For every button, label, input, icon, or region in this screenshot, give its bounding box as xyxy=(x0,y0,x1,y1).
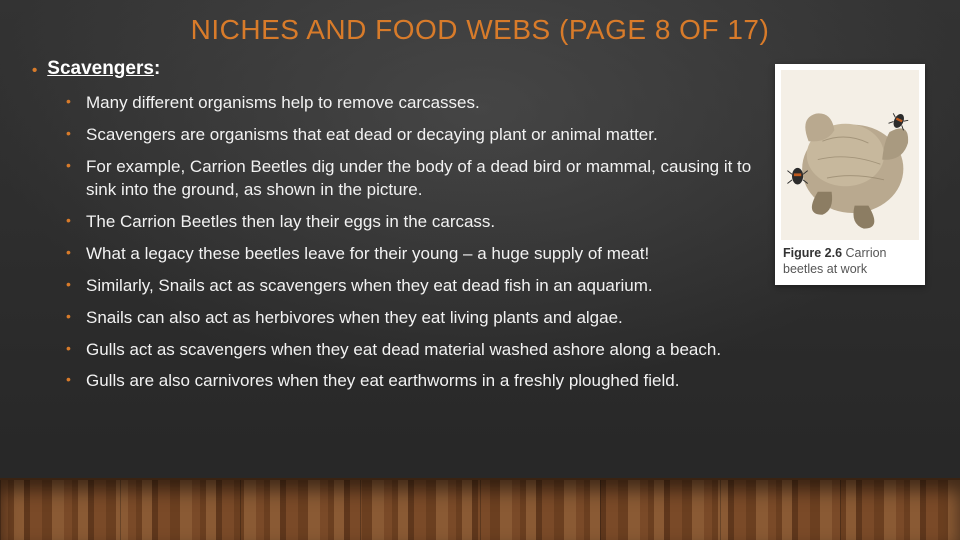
figure-column: Figure 2.6 Carrion beetles at work xyxy=(770,58,930,402)
section-heading-label: Scavengers xyxy=(47,58,154,79)
text-column: • Scavengers: Many different organisms h… xyxy=(30,58,752,402)
carrion-beetles-illustration-icon xyxy=(781,70,919,240)
content-row: • Scavengers: Many different organisms h… xyxy=(30,58,930,402)
figure-caption-bold: Figure 2.6 xyxy=(783,246,842,260)
figure-card: Figure 2.6 Carrion beetles at work xyxy=(775,64,925,285)
bullet-dot-icon: • xyxy=(32,58,37,84)
slide-content: NICHES AND FOOD WEBS (PAGE 8 OF 17) • Sc… xyxy=(0,0,960,540)
figure-caption: Figure 2.6 Carrion beetles at work xyxy=(781,246,919,277)
list-item: Snails can also act as herbivores when t… xyxy=(66,307,752,330)
bullet-list: Many different organisms help to remove … xyxy=(66,92,752,393)
list-item: Gulls act as scavengers when they eat de… xyxy=(66,339,752,362)
list-item: Gulls are also carnivores when they eat … xyxy=(66,370,752,393)
list-item: What a legacy these beetles leave for th… xyxy=(66,243,752,266)
section-heading: • Scavengers: xyxy=(32,58,752,84)
slide-title: NICHES AND FOOD WEBS (PAGE 8 OF 17) xyxy=(30,14,930,46)
list-item: Similarly, Snails act as scavengers when… xyxy=(66,275,752,298)
list-item: Many different organisms help to remove … xyxy=(66,92,752,115)
list-item: Scavengers are organisms that eat dead o… xyxy=(66,124,752,147)
section-heading-suffix: : xyxy=(154,58,160,79)
figure-illustration xyxy=(781,70,919,240)
list-item: For example, Carrion Beetles dig under t… xyxy=(66,156,752,202)
list-item: The Carrion Beetles then lay their eggs … xyxy=(66,211,752,234)
